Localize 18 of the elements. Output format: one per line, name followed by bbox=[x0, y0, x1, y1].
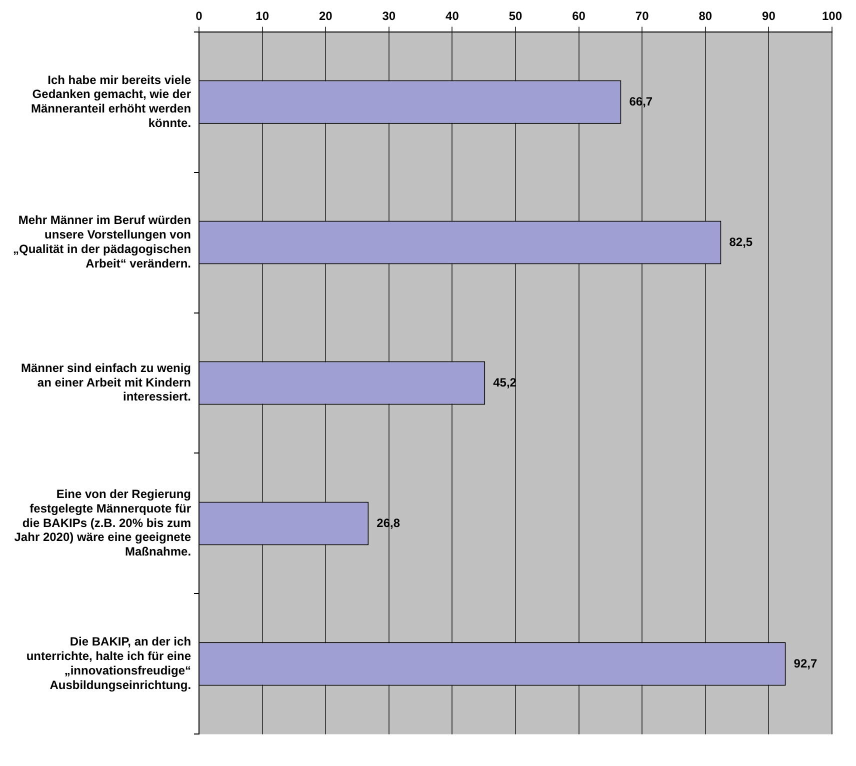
x-tick-label: 30 bbox=[382, 8, 396, 23]
x-tick-label: 40 bbox=[446, 8, 460, 23]
x-tick-label: 70 bbox=[635, 8, 650, 23]
y-tick-label: Die BAKIP, an der ich unterrichte, halte ich für eine „innovationsfreudige“ Ausbildungseinrichtung. bbox=[26, 634, 192, 692]
x-tick-label: 50 bbox=[508, 8, 523, 23]
x-tick-label: 0 bbox=[196, 8, 203, 23]
y-tick-label: Mehr Männer im Beruf würden unsere Vorstellungen von „Qualität in der pädagogischen Arbeit“ verändern. bbox=[12, 213, 192, 270]
data-label: 82,5 bbox=[729, 234, 753, 249]
y-tick-label: Männer sind einfach zu wenig an einer Arbeit mit Kindern interessiert. bbox=[20, 360, 192, 404]
y-tick-label: Eine von der Regierung festgelegte Männerquote für die BAKIPs (z.B. 20% bis zum Jahr 2020) wäre eine geeignete Maßnahme. bbox=[14, 486, 192, 559]
y-tick-label: Ich habe mir bereits viele Gedanken gemacht, wie der Männeranteil erhöht werden könnte. bbox=[30, 72, 192, 130]
data-label: 92,7 bbox=[794, 656, 818, 670]
x-tick-label: 10 bbox=[256, 8, 270, 23]
x-tick-label: 20 bbox=[318, 8, 333, 23]
x-tick-label: 90 bbox=[762, 8, 776, 23]
x-tick-label: 60 bbox=[572, 8, 586, 23]
x-tick-label: 100 bbox=[822, 8, 842, 23]
x-tick-label: 80 bbox=[698, 8, 712, 23]
